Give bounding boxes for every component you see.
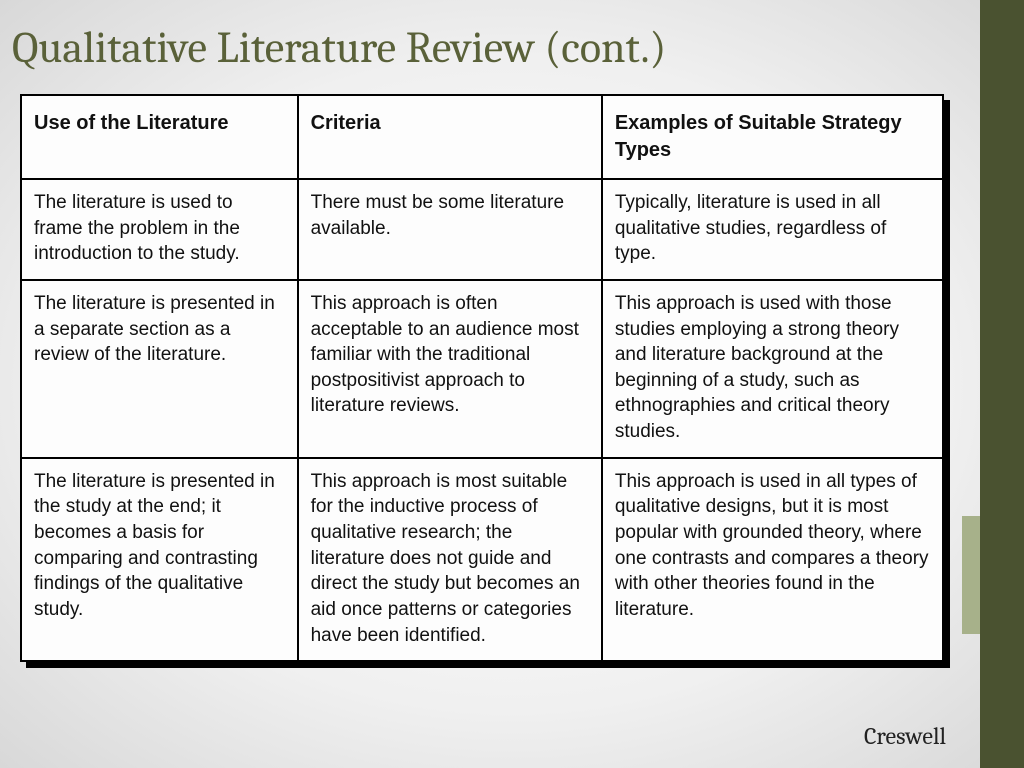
cell-use: The literature is used to frame the prob…: [21, 179, 298, 280]
cell-use: The literature is presented in the study…: [21, 458, 298, 661]
col-header-criteria: Criteria: [298, 95, 602, 179]
cell-examples: Typically, literature is used in all qua…: [602, 179, 943, 280]
col-header-examples: Examples of Suitable Strategy Types: [602, 95, 943, 179]
cell-criteria: There must be some literature available.: [298, 179, 602, 280]
slide-title: Qualitative Literature Review (cont.): [12, 22, 666, 73]
table-header-row: Use of the Literature Criteria Examples …: [21, 95, 943, 179]
literature-table: Use of the Literature Criteria Examples …: [20, 94, 944, 662]
cell-examples: This approach is used with those studies…: [602, 280, 943, 458]
cell-criteria: This approach is most suitable for the i…: [298, 458, 602, 661]
slide-sidebar: [962, 0, 1024, 768]
attribution-text: Creswell: [864, 722, 946, 750]
literature-table-wrap: Use of the Literature Criteria Examples …: [20, 94, 944, 662]
table-row: The literature is presented in the study…: [21, 458, 943, 661]
table-row: The literature is presented in a separat…: [21, 280, 943, 458]
col-header-use: Use of the Literature: [21, 95, 298, 179]
table-row: The literature is used to frame the prob…: [21, 179, 943, 280]
cell-use: The literature is presented in a separat…: [21, 280, 298, 458]
cell-examples: This approach is used in all types of qu…: [602, 458, 943, 661]
cell-criteria: This approach is often acceptable to an …: [298, 280, 602, 458]
sidebar-accent-dark: [980, 0, 1024, 768]
